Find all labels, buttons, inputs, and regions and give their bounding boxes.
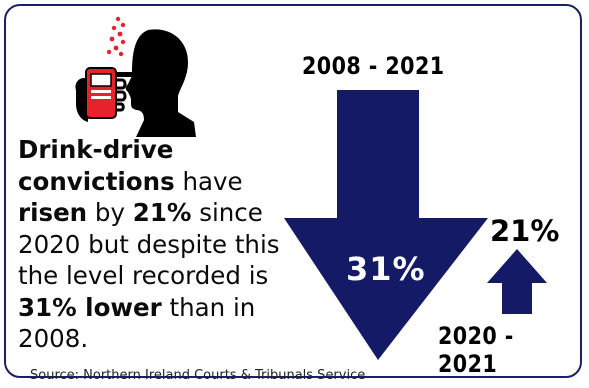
statement-risen: risen: [18, 198, 88, 227]
change-arrows: [284, 90, 547, 360]
statement-text-1: have: [174, 166, 243, 196]
statement-text-4: than in 2008.: [18, 292, 256, 354]
short-term-period-label: 2020 - 2021: [438, 322, 514, 378]
long-term-change-value: 31%: [346, 250, 426, 288]
short-term-change-value: 21%: [490, 214, 560, 248]
up-arrow-shape: [487, 249, 547, 314]
headline-statement: Drink-drive convictions have risen by 21…: [18, 134, 318, 355]
long-term-period-label: 2008 - 2021: [302, 52, 445, 80]
infographic-card: Drink-drive convictions have risen by 21…: [4, 4, 582, 378]
statement-subject: Drink-drive convictions: [18, 135, 175, 196]
down-arrow: [284, 90, 488, 360]
statement-text-2: by: [87, 198, 133, 227]
statement-lower: lower: [76, 292, 162, 322]
statement-text-3: since 2020 but despite this the level re…: [18, 198, 280, 290]
breathalyser-person-icon: [75, 16, 196, 137]
statement-drop-pct: 31%: [18, 292, 77, 322]
statement-rise-pct: 21%: [132, 198, 192, 227]
source-note: Source: Northern Ireland Courts & Tribun…: [30, 368, 366, 383]
